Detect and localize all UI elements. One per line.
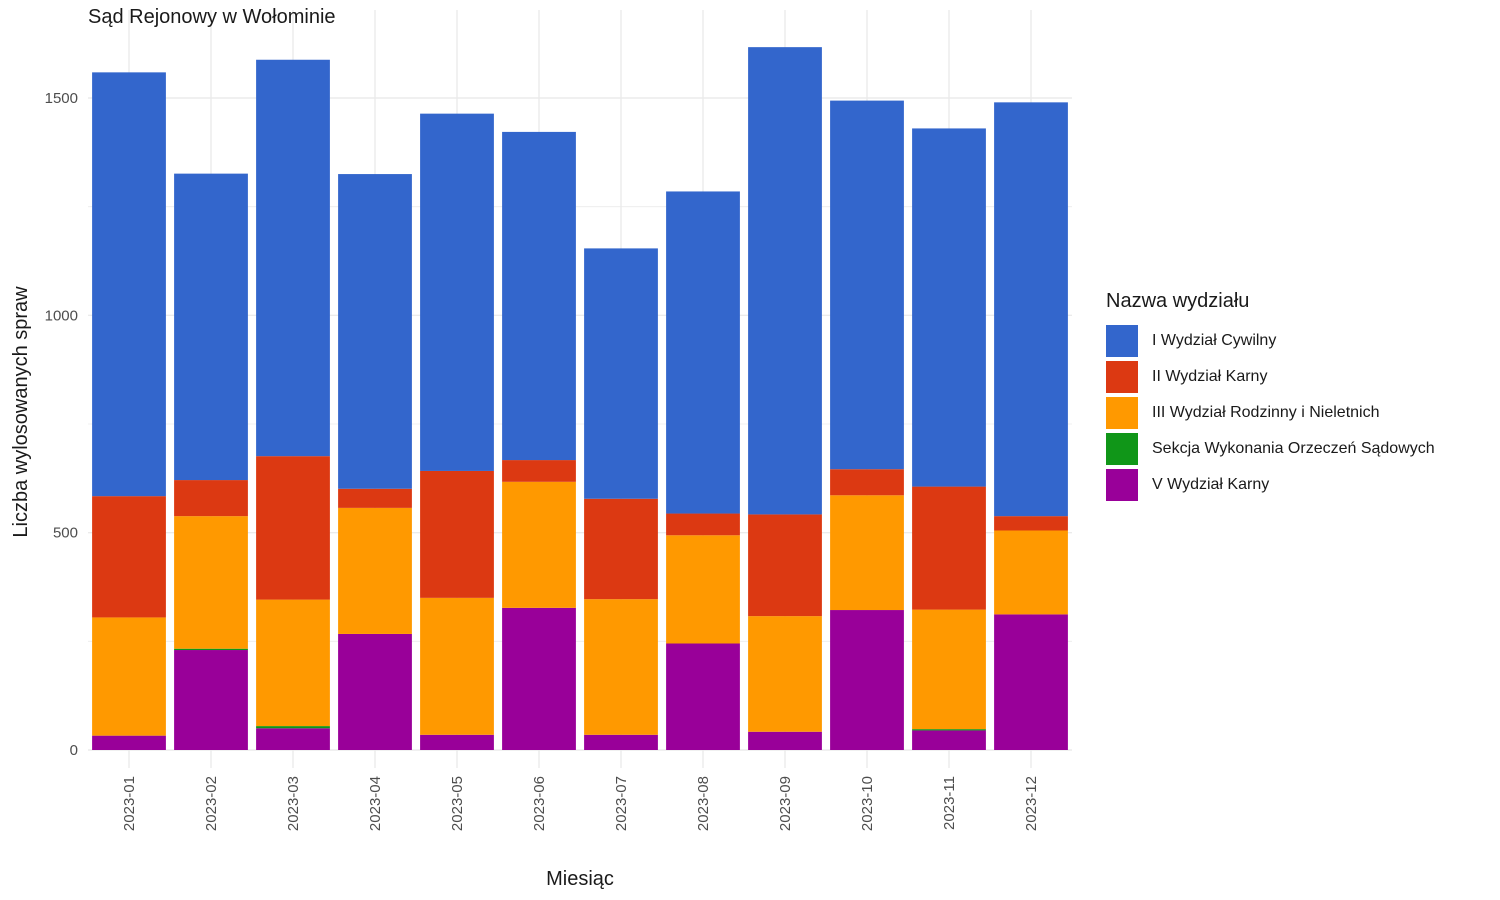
bar-segment bbox=[502, 460, 576, 482]
legend-title: Nazwa wydziału bbox=[1106, 290, 1250, 312]
bar-segment bbox=[256, 599, 330, 727]
legend-items: I Wydział Cywilny II Wydział Karny III Wyd… bbox=[1106, 323, 1435, 503]
bar-segment bbox=[256, 726, 330, 729]
x-tick-label: 2023-08 bbox=[695, 776, 712, 831]
legend-swatch bbox=[1106, 433, 1138, 465]
bar-segment bbox=[912, 729, 986, 731]
legend-item: I Wydział Cywilny bbox=[1106, 323, 1435, 359]
bar-segment bbox=[748, 616, 822, 732]
x-tick-label: 2023-10 bbox=[859, 776, 876, 831]
bar-segment bbox=[502, 481, 576, 608]
bar-segment bbox=[502, 607, 576, 750]
x-tick-label: 2023-04 bbox=[367, 776, 384, 831]
legend-swatch bbox=[1106, 361, 1138, 393]
bar-segment bbox=[338, 488, 412, 508]
legend-label: Sekcja Wykonania Orzeczeń Sądowych bbox=[1152, 440, 1435, 457]
bar-segment bbox=[92, 496, 166, 618]
bar-segment bbox=[174, 480, 248, 517]
bar-segment bbox=[584, 734, 658, 750]
bar-segment bbox=[666, 191, 740, 514]
bar-segment bbox=[584, 248, 658, 499]
x-axis-ticks: 2023-01 2023-02 2023-03 2023-04 2023-05 2023-… bbox=[121, 776, 1040, 831]
bar-segment bbox=[420, 470, 494, 598]
bar-segment bbox=[174, 650, 248, 750]
bar-segment bbox=[584, 498, 658, 600]
bar-segment bbox=[994, 614, 1068, 750]
bar-segment bbox=[994, 530, 1068, 615]
bar-segment bbox=[92, 735, 166, 750]
x-tick-label: 2023-02 bbox=[203, 776, 220, 831]
bar-segment bbox=[830, 610, 904, 750]
x-tick-label: 2023-11 bbox=[941, 776, 958, 830]
bar-segment bbox=[174, 516, 248, 649]
legend-item: Sekcja Wykonania Orzeczeń Sądowych bbox=[1106, 431, 1435, 467]
x-tick-label: 2023-07 bbox=[613, 776, 630, 831]
bar-segment bbox=[994, 102, 1068, 517]
legend-label: III Wydział Rodzinny i Nieletnich bbox=[1152, 404, 1380, 421]
x-tick-label: 2023-05 bbox=[449, 776, 466, 831]
y-tick-label: 0 bbox=[70, 742, 78, 759]
bar-segment bbox=[420, 597, 494, 735]
bar-segment bbox=[830, 495, 904, 611]
y-tick-label: 500 bbox=[53, 525, 78, 542]
bar-segment bbox=[256, 456, 330, 600]
y-axis-ticks: 0 500 1000 1500 bbox=[45, 90, 78, 759]
bar-segment bbox=[174, 648, 248, 651]
bar-segment bbox=[338, 507, 412, 634]
y-axis-title: Liczba wylosowanych spraw bbox=[10, 286, 32, 538]
legend-item: V Wydział Karny bbox=[1106, 467, 1435, 503]
bars-group bbox=[92, 47, 1068, 750]
bar-segment bbox=[912, 486, 986, 610]
bar-segment bbox=[666, 643, 740, 750]
bar-segment bbox=[584, 599, 658, 735]
bar-segment bbox=[748, 47, 822, 515]
legend-swatch bbox=[1106, 397, 1138, 429]
x-tick-label: 2023-09 bbox=[777, 776, 794, 831]
bar-segment bbox=[420, 734, 494, 750]
x-tick-label: 2023-06 bbox=[531, 776, 548, 831]
legend: Nazwa wydziału I Wydział Cywilny II Wydzi… bbox=[1106, 290, 1435, 503]
y-tick-label: 1000 bbox=[45, 307, 78, 324]
bar-segment bbox=[994, 516, 1068, 531]
bar-segment bbox=[420, 113, 494, 471]
bar-segment bbox=[912, 730, 986, 750]
bar-segment bbox=[666, 513, 740, 536]
x-tick-label: 2023-03 bbox=[285, 776, 302, 831]
bar-segment bbox=[748, 731, 822, 750]
bar-segment bbox=[748, 514, 822, 617]
bar-segment bbox=[92, 617, 166, 736]
chart-title: Sąd Rejonowy w Wołominie bbox=[88, 6, 336, 28]
legend-label: V Wydział Karny bbox=[1152, 476, 1270, 493]
legend-item: III Wydział Rodzinny i Nieletnich bbox=[1106, 395, 1435, 431]
bar-segment bbox=[256, 59, 330, 457]
bar-segment bbox=[92, 72, 166, 497]
legend-label: II Wydział Karny bbox=[1152, 368, 1268, 385]
x-tick-label: 2023-12 bbox=[1023, 776, 1040, 831]
bar-segment bbox=[256, 728, 330, 750]
legend-item: II Wydział Karny bbox=[1106, 359, 1435, 395]
bar-segment bbox=[830, 100, 904, 470]
bar-segment bbox=[666, 535, 740, 644]
bar-segment bbox=[502, 131, 576, 461]
bar-segment bbox=[338, 633, 412, 750]
bar-segment bbox=[174, 173, 248, 481]
legend-label: I Wydział Cywilny bbox=[1152, 332, 1277, 349]
x-tick-label: 2023-01 bbox=[121, 776, 138, 831]
legend-swatch bbox=[1106, 469, 1138, 501]
bar-segment bbox=[338, 174, 412, 489]
x-axis-title: Miesiąc bbox=[546, 868, 614, 890]
bar-segment bbox=[912, 128, 986, 487]
bar-segment bbox=[912, 609, 986, 730]
bar-segment bbox=[830, 469, 904, 496]
y-tick-label: 1500 bbox=[45, 90, 78, 107]
legend-swatch bbox=[1106, 325, 1138, 357]
